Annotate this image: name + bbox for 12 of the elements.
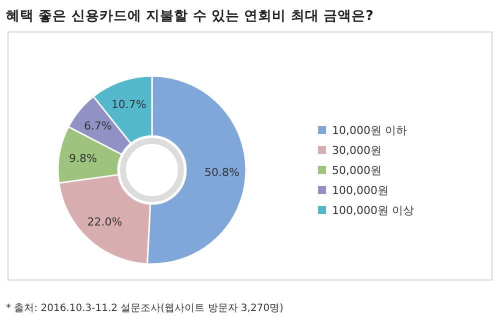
text: * 출처: 2016.10.3-11.2 설문조사(웹사이트 방문자 3,270명) (6, 303, 284, 314)
data-label: 50.8% (204, 166, 240, 179)
data-label: 10.7% (111, 98, 146, 111)
data-label: 9.8% (69, 152, 97, 166)
legend-label: 100,000원 (332, 184, 388, 197)
legend-label: 50,000원 (332, 164, 382, 177)
chart-title: 혜택 좋은 신용카드에 지불할 수 있는 연회비 최대 금액은? (6, 8, 374, 24)
legend-label: 10,000원 이하 (332, 124, 407, 137)
data-label: 22.0% (87, 216, 122, 229)
legend-label: 30,000원 (332, 144, 382, 157)
legend-label: 100,000원 이상 (332, 204, 414, 217)
data-label: 6.7% (84, 120, 112, 133)
